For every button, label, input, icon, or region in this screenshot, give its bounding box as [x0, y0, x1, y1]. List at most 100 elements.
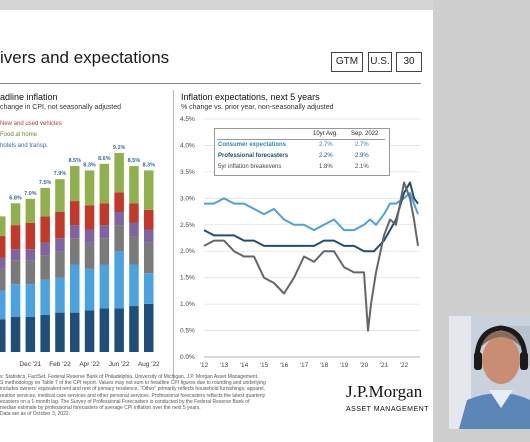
table-rule [217, 139, 385, 140]
y-tick-label: 4.0% [180, 142, 195, 149]
bar-total-label: 8.3% [83, 162, 96, 168]
footnote: s: Statistics, FactSet, Federal Reserve … [0, 374, 330, 417]
bar-segment [10, 260, 21, 285]
bar-total-label: 8.3% [142, 162, 155, 168]
bar-segment [0, 257, 6, 269]
footnote-line: ecasters on a 1-month lag. The Survey of… [0, 398, 250, 405]
bar-segment [99, 308, 110, 352]
legend-food: Food at home [0, 132, 38, 138]
y-tick-label: 0.0% [180, 354, 195, 361]
bar-segment [129, 264, 139, 307]
bar-segment [25, 249, 36, 261]
footnote-line: reation services, medical care services … [0, 392, 266, 399]
bar-total-label: 8.6% [98, 156, 111, 162]
bar-segment [0, 216, 6, 237]
bar-total-label: 9.1% [113, 145, 126, 151]
jpmorgan-logo-sub: ASSET MANAGEMENT [346, 406, 429, 413]
bar-segment [55, 277, 65, 313]
bar-segment [70, 201, 80, 226]
y-tick-label: 0.5% [180, 328, 195, 335]
bar-segment [129, 222, 139, 237]
bar-segment [99, 238, 110, 265]
x-tick-label: Jun '22 [109, 361, 130, 368]
x-tick-label: '22 [400, 362, 409, 369]
bar-segment [10, 317, 21, 352]
bar-segment [70, 166, 80, 202]
bar-segment [144, 273, 154, 304]
bar-segment [10, 284, 21, 317]
bar-segment [129, 203, 139, 223]
bar-segment [144, 242, 154, 274]
bar-segment [129, 166, 139, 204]
bar-segment [84, 205, 95, 230]
presenter-figure [449, 316, 530, 429]
bar-segment [0, 236, 6, 258]
bar-segment [55, 179, 65, 212]
bar-segment [0, 268, 6, 291]
footnote-line: S methodology on Table 7 of the CPI repo… [0, 380, 266, 387]
x-tick-label: '17 [300, 362, 309, 369]
tag-page-number: 30 [396, 52, 422, 72]
x-tick-label: '18 [320, 362, 329, 369]
bar-segment [114, 308, 124, 352]
row-forecasters-label: Professional forecasters [218, 153, 289, 159]
slide-title: ivers and expectations [0, 48, 170, 67]
y-tick-label: 1.0% [180, 301, 195, 308]
bar-segment [99, 264, 110, 309]
bar-segment [70, 264, 80, 313]
bar-segment [25, 222, 36, 250]
bar-segment [40, 187, 50, 217]
series-line [203, 181, 419, 332]
y-tick-label: 4.5% [180, 116, 195, 123]
jpmorgan-logo: J.P.Morgan [346, 382, 423, 401]
bar-segment [55, 251, 65, 278]
right-panel-title: Inflation expectations, next 5 years [181, 92, 320, 102]
series-line [204, 192, 419, 232]
x-tick-label: '15 [260, 362, 269, 369]
row-consumer-label: Consumer expectations [218, 142, 287, 148]
y-tick-label: 2.0% [180, 248, 195, 255]
row-consumer-avg: 2.7% [319, 142, 333, 148]
bar-segment [55, 238, 65, 252]
bar-segment [99, 203, 110, 226]
bar-segment [25, 260, 36, 285]
legend-vehicles: New and used vehicles [0, 121, 62, 127]
bar-segment [144, 209, 154, 230]
bar-segment [25, 284, 36, 317]
bar-segment [55, 312, 65, 352]
bar-segment [84, 229, 95, 243]
bar-segment [129, 236, 139, 265]
tag-gtm: GTM [331, 52, 363, 72]
bar-segment [25, 317, 36, 352]
x-tick-label: '19 [340, 362, 349, 369]
bar-total-label: 7.5% [39, 180, 52, 186]
bar-segment [84, 170, 95, 206]
row-breakevens-avg: 1.8% [319, 164, 333, 170]
bar-segment [144, 170, 154, 210]
y-tick-label: 1.5% [180, 275, 195, 282]
bar-segment [10, 249, 21, 261]
x-tick-label: '12 [200, 362, 209, 369]
x-tick-label: Aug '22 [138, 361, 160, 368]
x-tick-label: '13 [220, 362, 229, 369]
bar-segment [99, 225, 110, 239]
bar-segment [40, 216, 50, 243]
row-breakevens-label: 5yr inflation breakevens [218, 164, 282, 170]
bar-segment [40, 279, 50, 315]
headline-inflation-chart: 6.8%7.0%7.5%7.9%8.5%8.3%8.6%9.1%8.5%8.3%… [0, 145, 160, 368]
bar-segment [114, 251, 124, 309]
row-breakevens-sep: 2.1% [355, 164, 369, 170]
bar-segment [84, 242, 95, 269]
bar-segment [0, 290, 6, 320]
bar-segment [55, 212, 65, 239]
series-line [203, 181, 419, 253]
table-header-sep: Sep. 2022 [351, 131, 379, 137]
bar-segment [10, 203, 21, 226]
bar-total-label: 7.0% [24, 191, 37, 197]
bar-segment [10, 225, 21, 250]
bar-segment [40, 314, 50, 352]
presentation-slide: ivers and expectations GTM U.S. 30 adlin… [0, 10, 433, 442]
inflation-expectations-chart: 0.0% 0.5% 1.0% 1.5% 2.0% 2.5% 3.0% 3.5% 4.0% 4.5%… [180, 116, 420, 369]
bar-segment [84, 268, 95, 311]
table-header-avg: 10yr Avg. [313, 131, 338, 137]
